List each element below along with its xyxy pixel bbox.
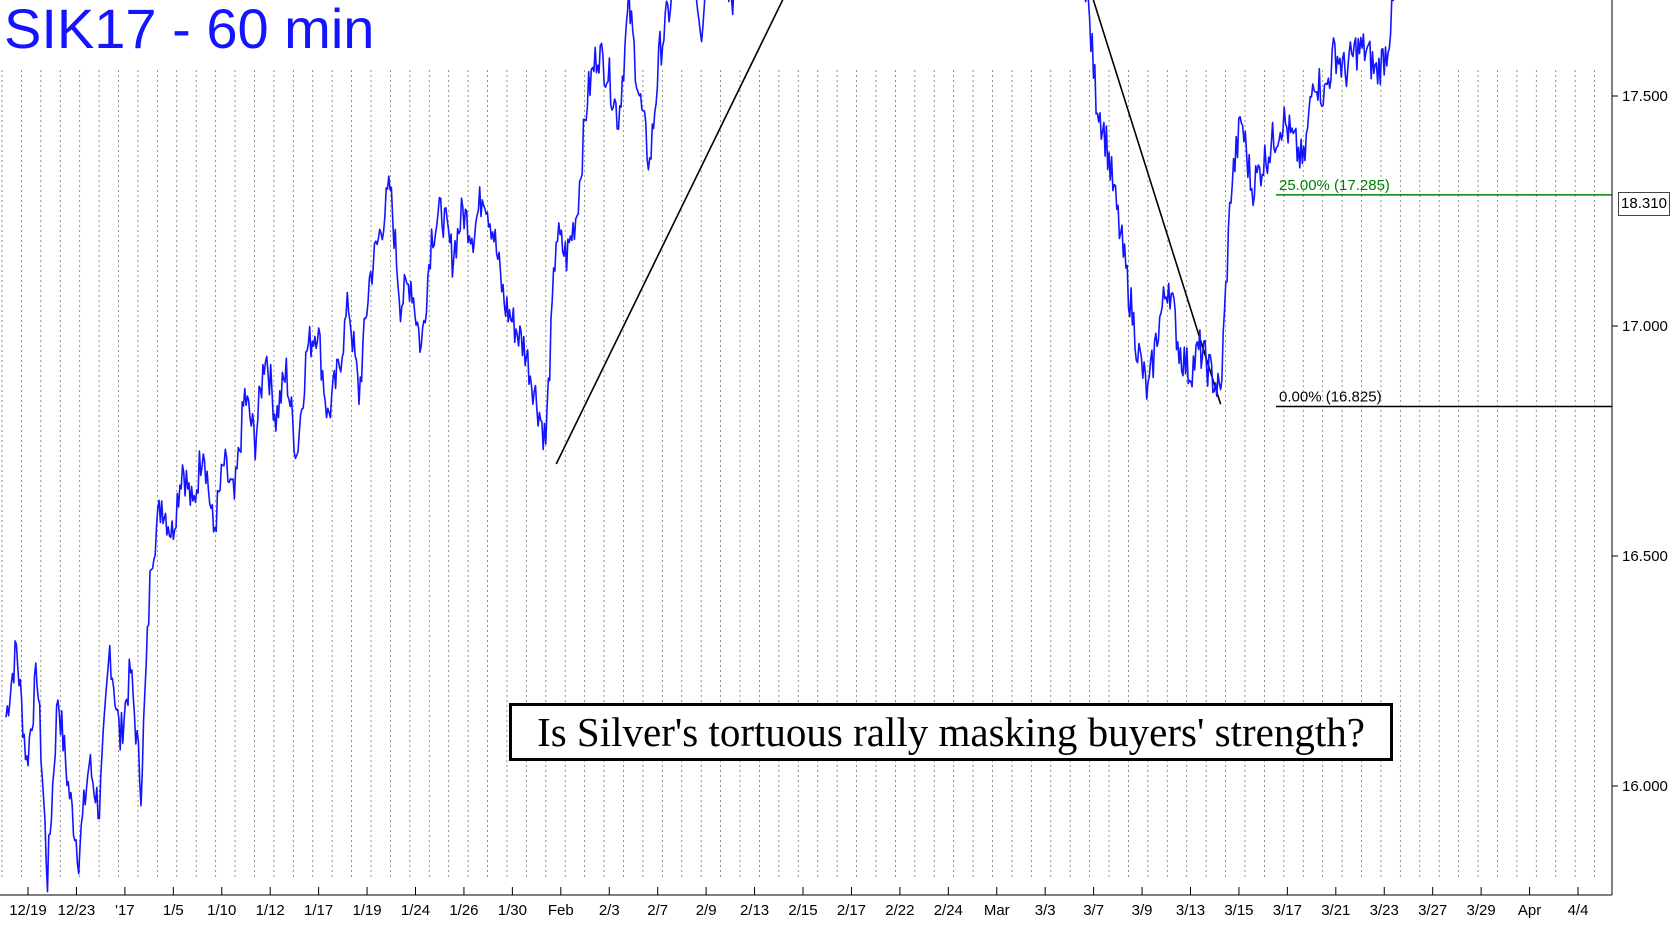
x-tick-label: 1/5 <box>163 902 184 919</box>
x-tick-label: 3/29 <box>1467 902 1496 919</box>
x-tick-label: 2/13 <box>740 902 769 919</box>
fib-level-label: 25.00% (17.285) <box>1279 177 1390 194</box>
y-tick-label: 16.000 <box>1622 778 1668 795</box>
x-tick-label: 2/17 <box>837 902 866 919</box>
x-tick-label: 3/27 <box>1418 902 1447 919</box>
x-tick-label: 3/7 <box>1083 902 1104 919</box>
x-tick-label: 1/10 <box>207 902 236 919</box>
y-tick-label: 17.000 <box>1622 318 1668 335</box>
fib-level-label: 0.00% (16.825) <box>1279 389 1382 406</box>
x-tick-label: 2/24 <box>934 902 963 919</box>
x-tick-label: Apr <box>1518 902 1541 919</box>
x-tick-label: 3/3 <box>1035 902 1056 919</box>
chart-caption: Is Silver's tortuous rally masking buyer… <box>509 703 1393 761</box>
x-tick-label: 3/23 <box>1370 902 1399 919</box>
x-tick-label: '17 <box>115 902 135 919</box>
swing-line <box>1092 0 1222 405</box>
x-tick-label: 1/24 <box>401 902 430 919</box>
x-tick-label: 3/13 <box>1176 902 1205 919</box>
swing-line <box>555 0 784 465</box>
x-tick-label: 1/12 <box>256 902 285 919</box>
x-tick-label: 2/7 <box>647 902 668 919</box>
x-tick-label: 1/19 <box>352 902 381 919</box>
x-tick-label: 3/21 <box>1321 902 1350 919</box>
y-tick-label: 17.500 <box>1622 88 1668 105</box>
y-tick-label: 16.500 <box>1622 548 1668 565</box>
x-tick-label: 1/26 <box>449 902 478 919</box>
x-tick-label: 12/23 <box>58 902 96 919</box>
x-tick-label: 3/15 <box>1224 902 1253 919</box>
x-tick-label: 3/17 <box>1273 902 1302 919</box>
x-tick-label: 3/9 <box>1132 902 1153 919</box>
chart-title: SIK17 - 60 min <box>4 0 375 60</box>
last-price-badge: 18.310 <box>1618 192 1670 216</box>
x-tick-label: 4/4 <box>1568 902 1589 919</box>
x-tick-label: 1/30 <box>498 902 527 919</box>
x-tick-label: 2/22 <box>885 902 914 919</box>
x-tick-label: 2/3 <box>599 902 620 919</box>
x-tick-label: 12/19 <box>9 902 47 919</box>
x-tick-label: 2/9 <box>696 902 717 919</box>
x-tick-label: 1/17 <box>304 902 333 919</box>
x-tick-label: Feb <box>548 902 574 919</box>
x-tick-label: Mar <box>984 902 1010 919</box>
x-tick-label: 2/15 <box>788 902 817 919</box>
price-series-line <box>5 0 1395 893</box>
